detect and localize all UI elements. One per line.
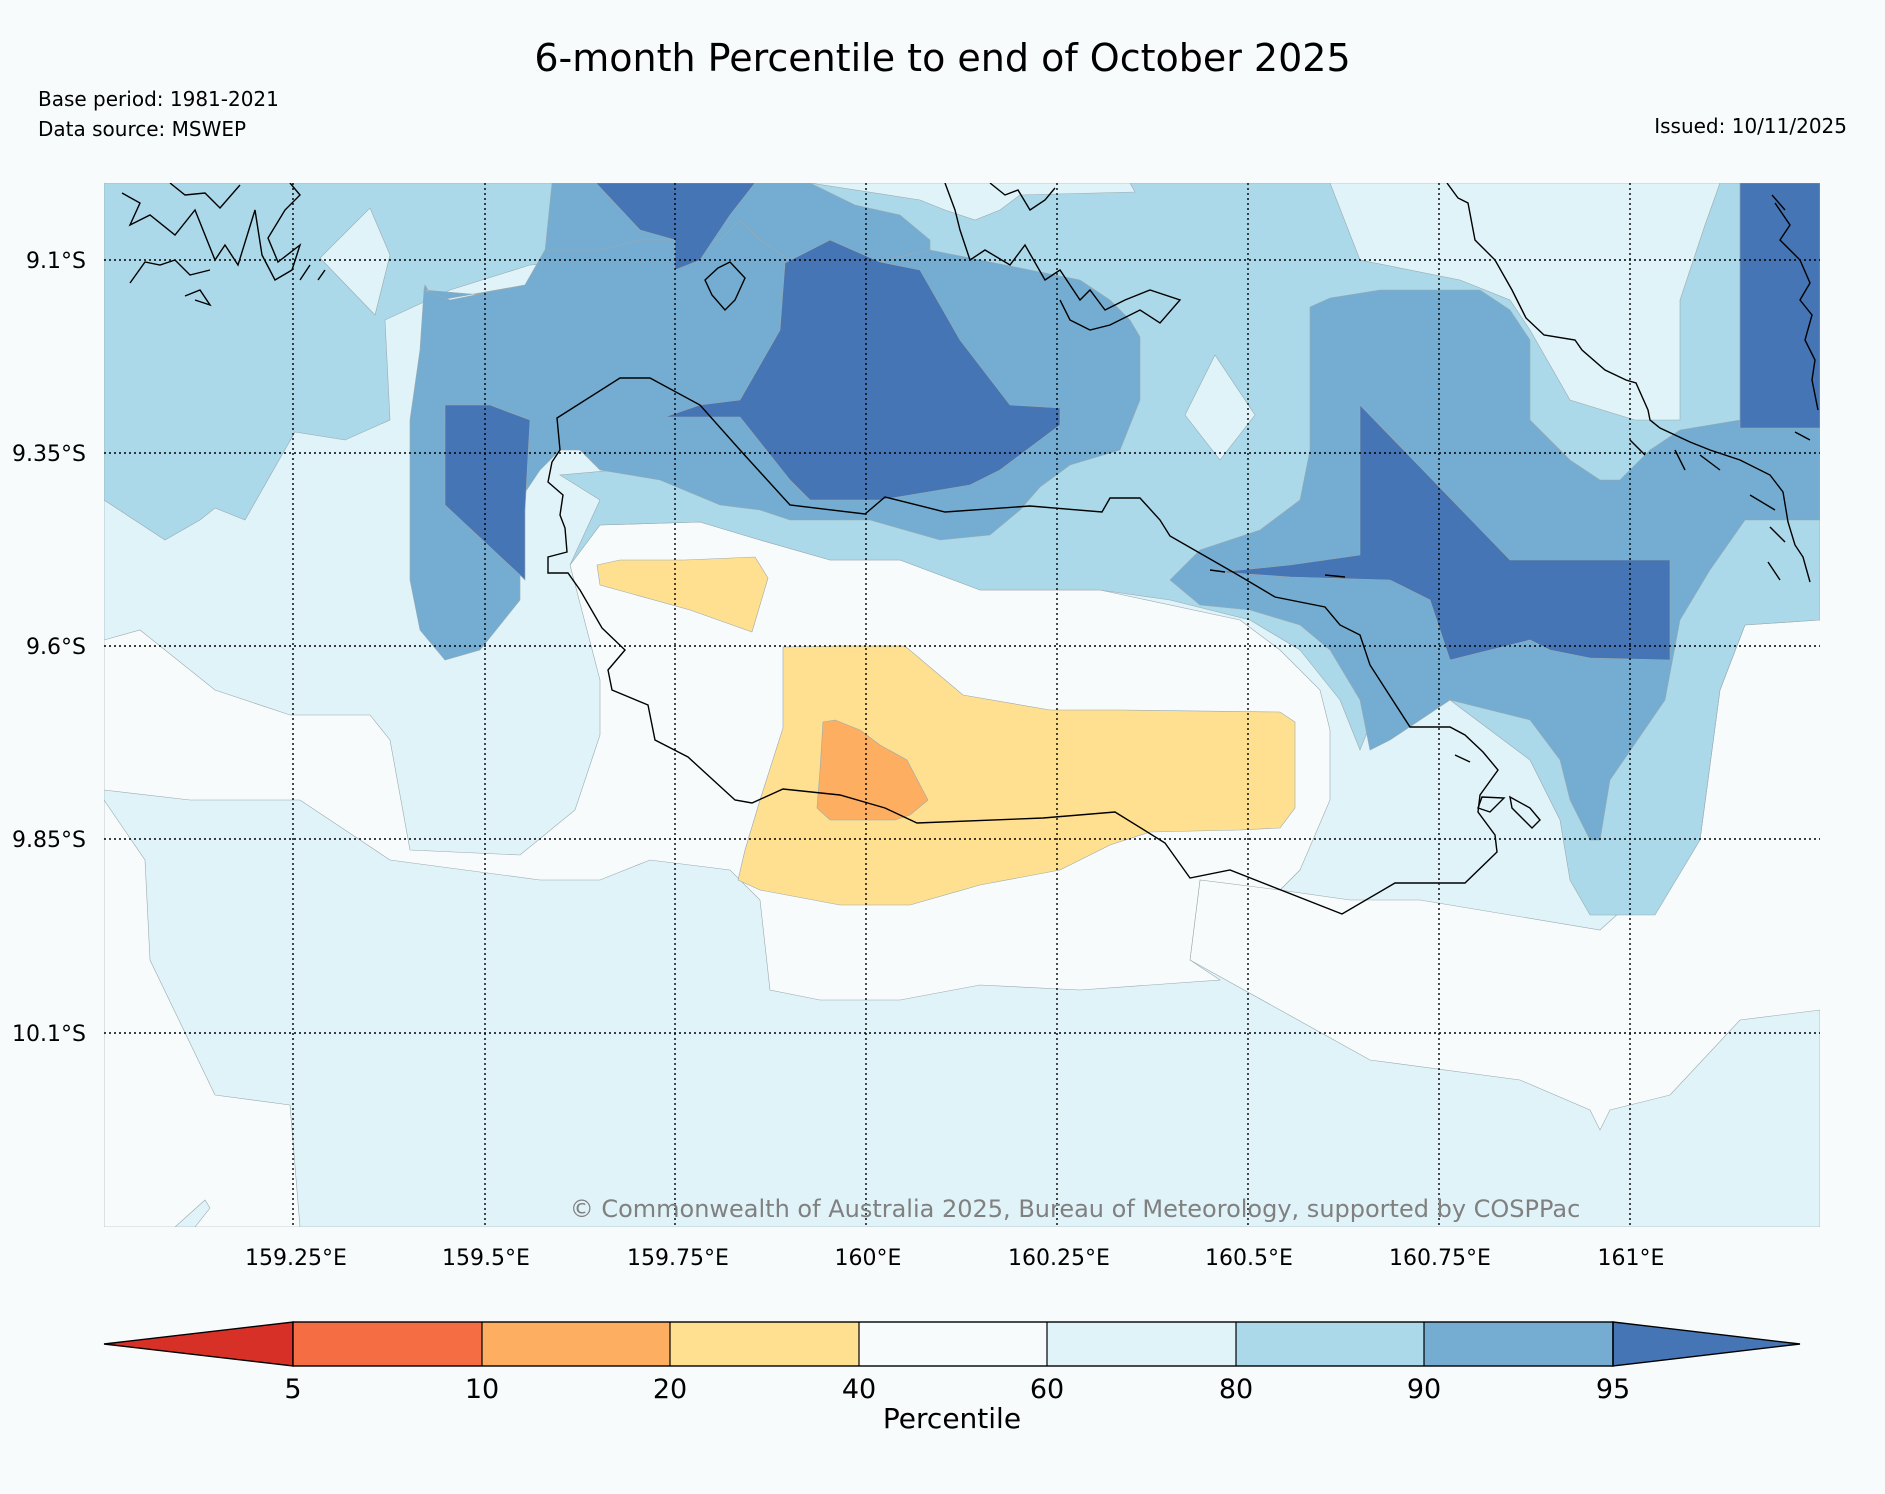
percentile-60-80-pocket-north: [319, 207, 391, 316]
lon-label: 160.75°E: [1389, 1246, 1491, 1271]
colorbar-5-10: [293, 1322, 482, 1366]
lon-label: 161°E: [1598, 1246, 1665, 1271]
percentile-above-95-northeast: [1739, 183, 1820, 429]
lon-label: 159.25°E: [245, 1246, 347, 1271]
percentile-40-60-core: [104, 521, 1331, 1001]
colorbar-tick: 95: [1596, 1374, 1630, 1405]
base-period: Base period: 1981-2021: [38, 87, 279, 111]
lon-label: 159.5°E: [442, 1246, 530, 1271]
percentile-40-60-patch: [104, 799, 301, 1227]
colorbar-10-20: [482, 1322, 670, 1366]
colorbar-below-5: [103, 1321, 294, 1367]
lat-label: 9.35°S: [12, 442, 86, 467]
colorbar-tick: 10: [465, 1374, 499, 1405]
lon-label: 160.25°E: [1008, 1246, 1110, 1271]
colorbar-tick: 90: [1407, 1374, 1441, 1405]
percentile-60-80-pocket-east: [1184, 354, 1256, 461]
lon-label: 160°E: [835, 1246, 902, 1271]
colorbar-tick: 60: [1030, 1374, 1064, 1405]
colorbar-40-60: [859, 1322, 1047, 1366]
percentile-above-95-west: [444, 404, 531, 581]
map-title: 6-month Percentile to end of October 202…: [534, 36, 1351, 80]
graticule: [104, 183, 1820, 1227]
data-source: Data source: MSWEP: [38, 117, 247, 141]
colorbar-60-80: [1047, 1322, 1236, 1366]
colorbar-above-95: [1612, 1321, 1801, 1367]
colorbar-tick: 40: [842, 1374, 876, 1405]
percentile-above-95-east: [1219, 404, 1671, 661]
colorbar: 5 10 20 40 60 80 90 95 Percentile: [103, 1321, 1801, 1435]
lat-label: 9.85°S: [12, 828, 86, 853]
lat-label: 10.1°S: [12, 1022, 86, 1047]
colorbar-tick: 5: [284, 1374, 301, 1405]
lat-label: 9.6°S: [26, 635, 86, 660]
lat-label: 9.1°S: [26, 249, 86, 274]
percentile-above-95-north: [595, 183, 756, 271]
percentile-90-95-east: [1169, 183, 1820, 841]
issued-date: Issued: 10/11/2025: [1654, 114, 1847, 138]
percentile-60-80-pocket-far-east: [1329, 183, 1721, 421]
latitude-labels: 9.1°S 9.35°S 9.6°S 9.85°S 10.1°S: [12, 249, 86, 1047]
percentile-20-40-south: [737, 645, 1296, 906]
percentile-20-40-north: [596, 556, 769, 633]
colorbar-tick: 20: [653, 1374, 687, 1405]
colorbar-outline: [292, 1321, 1614, 1367]
colorbar-80-90: [1236, 1322, 1424, 1366]
percentile-60-80-pocket-ne: [809, 183, 1136, 221]
longitude-labels: 159.25°E 159.5°E 159.75°E 160°E 160.25°E…: [245, 1246, 1664, 1271]
lon-label: 160.5°E: [1205, 1246, 1293, 1271]
lon-label: 159.75°E: [627, 1246, 729, 1271]
colorbar-90-95: [1424, 1322, 1613, 1366]
meta-info: Base period: 1981-2021 Data source: MSWE…: [38, 84, 279, 144]
percentile-10-20-area: [816, 719, 929, 821]
colorbar-20-40: [670, 1322, 859, 1366]
colorbar-tick: 80: [1219, 1374, 1253, 1405]
copyright-notice: © Commonwealth of Australia 2025, Bureau…: [570, 1195, 1581, 1223]
coastlines: [121, 183, 1819, 915]
colorbar-label: Percentile: [883, 1402, 1021, 1435]
map-panel: © Commonwealth of Australia 2025, Bureau…: [104, 183, 1820, 1227]
